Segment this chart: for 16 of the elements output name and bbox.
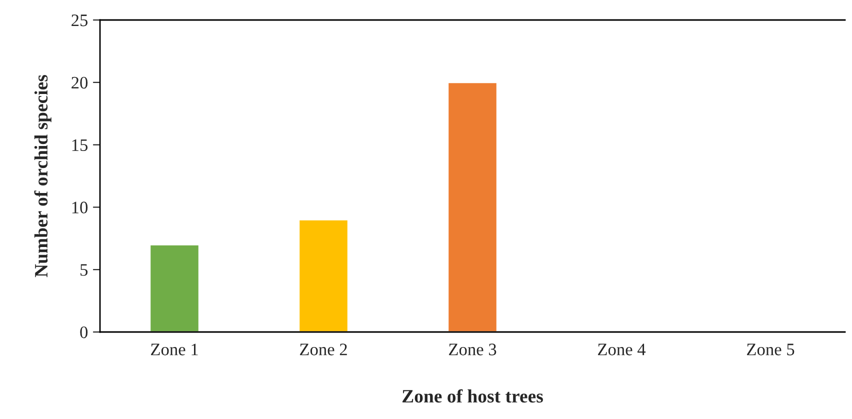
x-tick-label: Zone 4 — [598, 344, 646, 356]
y-tick-label: 15 — [72, 139, 88, 151]
x-tick-label: Zone 1 — [150, 344, 198, 356]
y-tick-label: 25 — [72, 14, 88, 26]
bar — [447, 82, 498, 332]
x-tick-label: Zone 5 — [746, 344, 794, 356]
x-tick-label: Zone 2 — [300, 344, 347, 356]
y-tick-label: 10 — [72, 202, 88, 214]
bar — [149, 244, 200, 332]
x-tick-label: Zone 3 — [448, 344, 496, 356]
y-axis-title: Number of orchid species — [34, 74, 52, 278]
y-tick-label: 0 — [80, 326, 88, 338]
bar — [298, 218, 349, 332]
y-tick-label: 20 — [72, 76, 88, 89]
y-tick-label: 5 — [80, 264, 88, 276]
x-axis-title: Zone of host trees — [402, 389, 543, 403]
